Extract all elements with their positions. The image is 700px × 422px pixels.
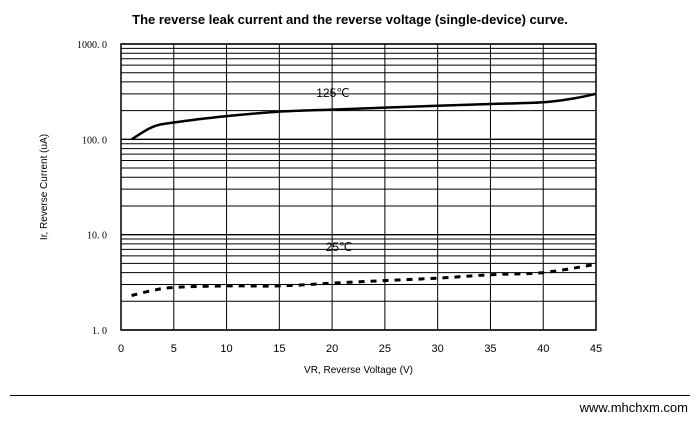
series-line-25c (131, 262, 597, 297)
x-tick-label: 10 (220, 343, 232, 355)
x-tick-label: 25 (379, 343, 391, 355)
plot-frame (120, 43, 597, 331)
website-text: www.mhchxm.com (579, 400, 688, 415)
series-label: 125℃ (316, 86, 350, 100)
y-axis-label: Ir, Reverse Current (uA) (39, 134, 50, 240)
x-tick-label: 40 (537, 343, 549, 355)
y-tick-label: 1. 0 (92, 326, 107, 337)
x-tick-label: 15 (273, 343, 285, 355)
y-tick-label: 10. 0 (87, 231, 107, 242)
x-tick-label: 35 (484, 343, 496, 355)
x-axis-label: VR, Reverse Voltage (V) (304, 365, 413, 376)
x-tick-label: 20 (326, 343, 338, 355)
y-tick-label: 1000. 0 (77, 40, 107, 51)
series-label: 25℃ (326, 240, 353, 254)
chart-title: The reverse leak current and the reverse… (132, 12, 568, 27)
x-tick-label: 30 (432, 343, 444, 355)
x-tick-label: 0 (118, 343, 124, 355)
y-tick-label: 100. 0 (82, 135, 107, 146)
footer-divider (10, 395, 690, 396)
x-tick-label: 45 (590, 343, 602, 355)
x-tick-label: 5 (171, 343, 177, 355)
series-line-125c (130, 92, 597, 141)
